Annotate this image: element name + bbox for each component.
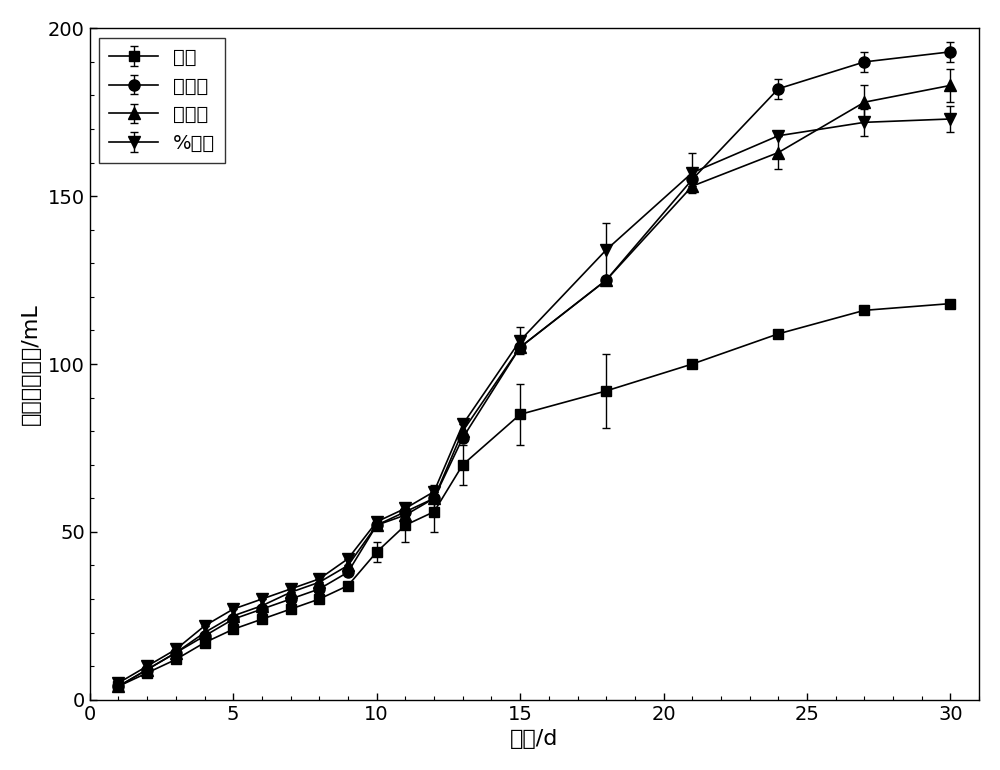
Legend: 空白, 电气石, 活性炭, %石墨: 空白, 电气石, 活性炭, %石墨 — [99, 38, 225, 162]
X-axis label: 时间/d: 时间/d — [510, 729, 559, 749]
Y-axis label: 累计甲烷产量/mL: 累计甲烷产量/mL — [21, 303, 41, 425]
